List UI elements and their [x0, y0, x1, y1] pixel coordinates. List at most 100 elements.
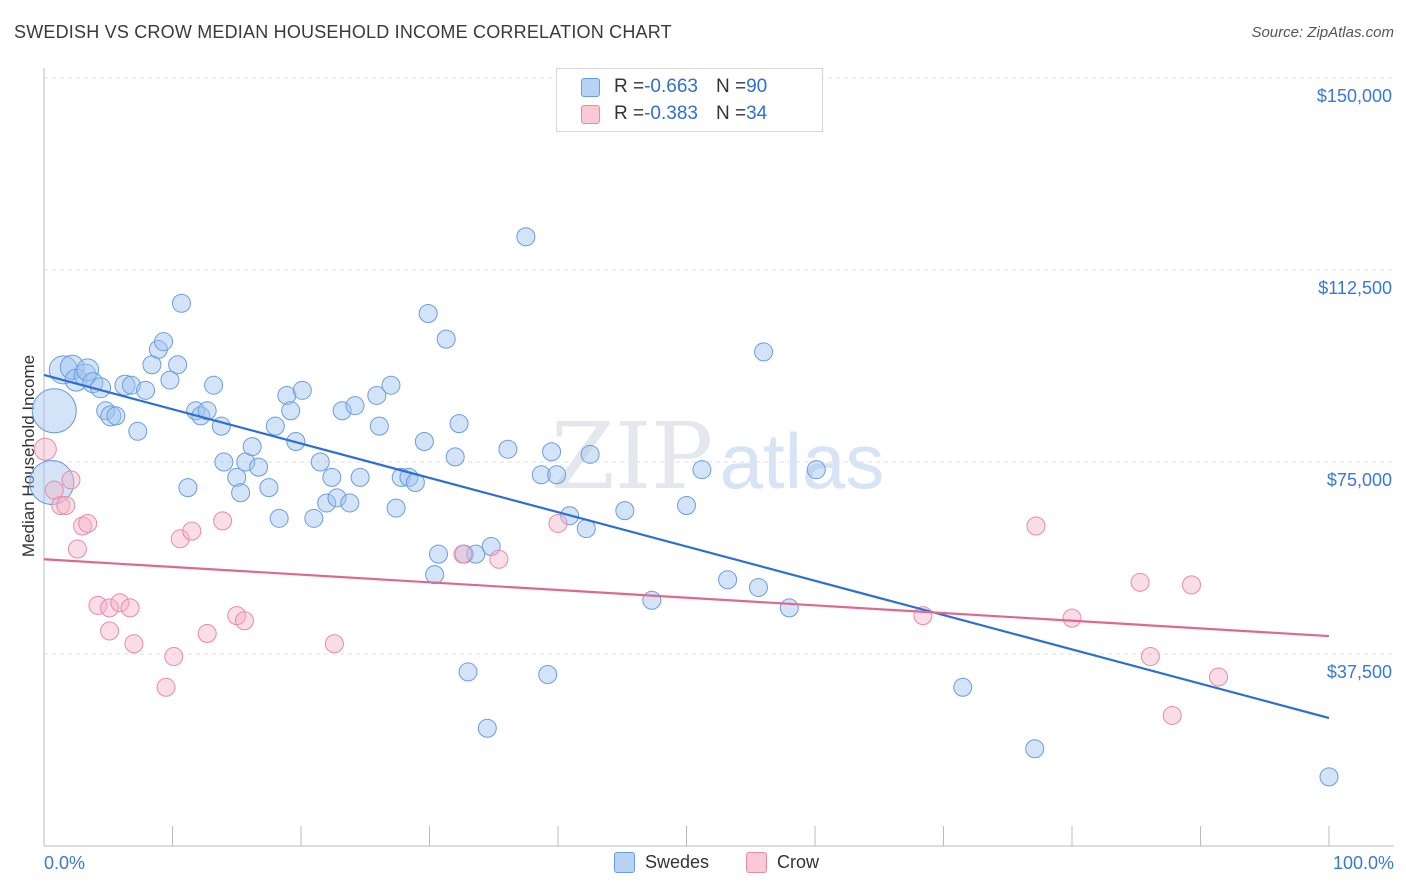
point-swedes [418, 304, 438, 324]
point-swedes [292, 380, 312, 400]
y-axis-label: Median Household Income [19, 355, 38, 557]
point-crow [164, 647, 184, 667]
point-swedes [425, 565, 445, 585]
point-crow [156, 677, 176, 697]
y-tick-label: $75,000 [1327, 470, 1392, 490]
point-swedes [249, 457, 269, 477]
point-swedes [428, 544, 448, 564]
point-swedes [531, 465, 551, 485]
point-crow [197, 624, 217, 644]
legend-n-label: N = [715, 103, 747, 124]
point-swedes [168, 355, 188, 375]
y-tick-label: $150,000 [1317, 86, 1392, 106]
point-crow [1026, 516, 1046, 536]
axes [43, 68, 1394, 847]
x-tick-label: 0.0% [44, 853, 85, 873]
legend-swatch-crow [581, 104, 600, 124]
bottom-legend-swatch-swedes [614, 852, 635, 873]
point-swedes [310, 452, 330, 472]
point-swedes [449, 414, 469, 434]
point-crow [1140, 647, 1160, 667]
point-swedes [718, 570, 738, 590]
point-swedes [754, 342, 774, 362]
point-crow [453, 544, 473, 564]
bottom-legend-swedes: Swedes [614, 852, 709, 873]
point-swedes [100, 405, 122, 427]
x-tick-label: 100.0% [1333, 853, 1394, 873]
point-swedes [197, 401, 217, 421]
point-swedes [386, 498, 406, 518]
point-crow [33, 437, 57, 461]
y-tick-labels: $37,500 $75,000 $112,500 $150,000 [1317, 86, 1392, 682]
point-swedes [242, 437, 262, 457]
point-crow [56, 496, 76, 516]
bottom-legend-label-swedes: Swedes [645, 852, 710, 872]
legend-r-label: R = [614, 103, 645, 124]
point-crow [124, 634, 144, 654]
point-swedes [31, 388, 77, 434]
point-crow [1130, 572, 1150, 592]
correlation-legend: R = -0.663 N = 90 R = -0.383 N = 34 [556, 68, 823, 132]
watermark-atlas: atlas [720, 417, 885, 505]
point-swedes [350, 467, 370, 487]
legend-n-value: 90 [746, 76, 768, 97]
point-swedes [748, 577, 768, 597]
point-swedes [369, 416, 389, 436]
point-swedes [516, 227, 536, 247]
point-swedes [547, 465, 567, 485]
trend-lines [43, 373, 1330, 720]
legend-r-label: R = [614, 76, 645, 97]
legend-n-label: N = [715, 76, 747, 97]
point-swedes [445, 447, 465, 467]
point-crow [51, 496, 71, 516]
chart-title: SWEDISH VS CROW MEDIAN HOUSEHOLD INCOME … [14, 22, 672, 42]
source-credit: Source: ZipAtlas.com [1251, 24, 1394, 41]
legend-r-value: -0.663 [644, 76, 698, 97]
point-swedes [1025, 739, 1045, 759]
bottom-legend-label-crow: Crow [777, 852, 820, 872]
point-swedes [178, 478, 198, 498]
point-swedes [114, 374, 136, 396]
point-swedes [332, 401, 352, 421]
legend-r-value: -0.383 [644, 103, 698, 124]
point-crow [213, 511, 233, 531]
point-swedes [477, 718, 497, 738]
series-crow-points [33, 437, 1228, 725]
bottom-legend-crow: Crow [746, 852, 819, 873]
point-swedes [322, 467, 342, 487]
point-crow [170, 529, 190, 549]
point-crow [1208, 667, 1228, 687]
point-swedes [269, 508, 289, 528]
point-swedes [231, 483, 251, 503]
trend-line-swedes [43, 373, 1330, 720]
point-swedes [277, 385, 297, 405]
point-swedes [317, 493, 337, 513]
point-crow [110, 593, 130, 613]
point-crow [100, 621, 120, 641]
point-swedes [48, 355, 78, 385]
point-crow [548, 513, 568, 533]
point-swedes [391, 467, 411, 487]
legend-row-swedes: R = -0.663 N = 90 [581, 74, 767, 100]
point-swedes [538, 664, 558, 684]
y-tick-label: $37,500 [1327, 662, 1392, 682]
point-swedes [281, 401, 301, 421]
point-swedes [76, 358, 100, 382]
point-swedes [136, 380, 156, 400]
point-swedes [259, 478, 279, 498]
x-tick-labels: 0.0% 100.0% [44, 853, 1394, 873]
point-crow [78, 513, 98, 533]
series-swedes-points [29, 227, 1339, 787]
point-swedes [345, 396, 365, 416]
point-swedes [160, 370, 180, 390]
point-swedes [615, 501, 635, 521]
point-crow [100, 598, 120, 618]
point-swedes [59, 354, 85, 380]
point-crow [234, 611, 254, 631]
point-swedes [171, 293, 191, 313]
bottom-legend-swatch-crow [746, 852, 767, 873]
point-swedes [542, 442, 562, 462]
point-swedes [106, 406, 126, 426]
point-swedes [692, 460, 712, 480]
